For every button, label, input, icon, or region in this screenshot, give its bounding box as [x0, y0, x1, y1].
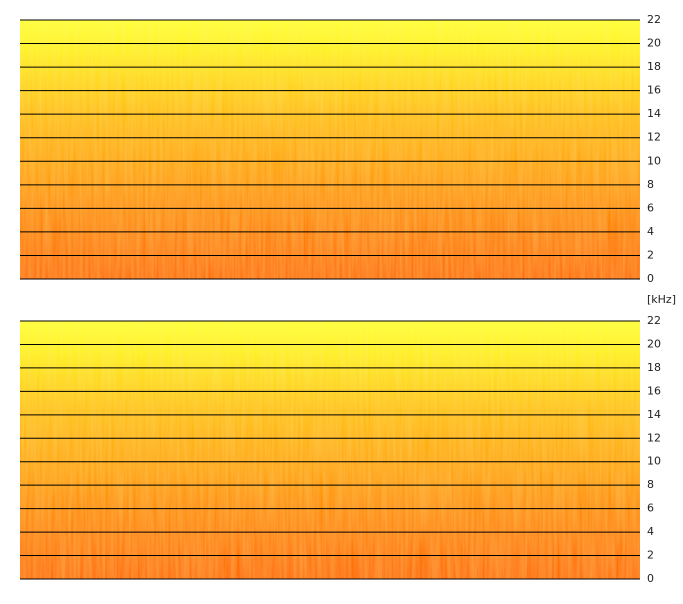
y-tick-label: 22	[647, 314, 661, 327]
y-tick-label: 10	[647, 154, 661, 167]
y-tick-label: 20	[647, 37, 661, 50]
y-tick-label: 6	[647, 201, 654, 214]
y-tick-label: 8	[647, 178, 654, 191]
y-tick-label: 0	[647, 272, 654, 285]
y-tick-label: 20	[647, 337, 661, 350]
y-tick-label: 14	[647, 107, 661, 120]
y-tick-label: 2	[647, 549, 654, 562]
y-tick-label: 16	[647, 84, 661, 97]
spectrogram-texture	[20, 321, 640, 579]
y-tick-label: 0	[647, 572, 654, 585]
y-tick-label: 18	[647, 60, 661, 73]
y-tick-label: 4	[647, 225, 654, 238]
y-tick-label: 4	[647, 525, 654, 538]
y-tick-label: 22	[647, 13, 661, 26]
y-tick-label: 12	[647, 131, 661, 144]
y-tick-label: 16	[647, 384, 661, 397]
y-tick-label: 6	[647, 502, 654, 515]
y-tick-label: 10	[647, 455, 661, 468]
y-tick-label: 8	[647, 478, 654, 491]
y-tick-label: 14	[647, 408, 661, 421]
y-tick-label: 2	[647, 248, 654, 261]
y-axis-label: [kHz]	[647, 293, 676, 306]
y-tick-label: 12	[647, 431, 661, 444]
y-tick-label: 18	[647, 361, 661, 374]
spectrogram-texture	[20, 20, 640, 279]
